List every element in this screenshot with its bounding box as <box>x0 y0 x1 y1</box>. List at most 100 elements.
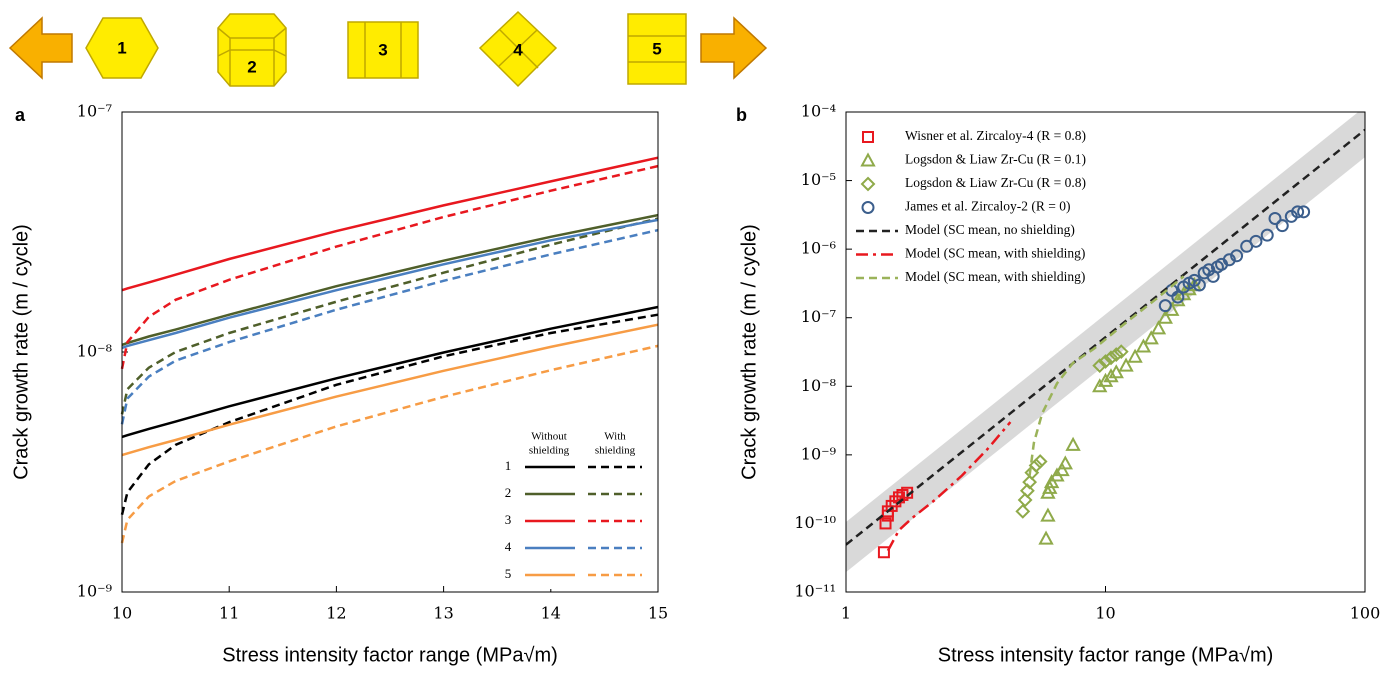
legend-label: Logsdon & Liaw Zr-Cu (R = 0.1) <box>905 152 1086 167</box>
marker-triangle <box>1135 338 1152 353</box>
series-line-shielded <box>120 217 659 415</box>
legend-label: Logsdon & Liaw Zr-Cu (R = 0.8) <box>905 175 1086 190</box>
x-tick-label: 10 <box>112 604 132 623</box>
marker-circle <box>1192 278 1206 292</box>
y-tick-label: 10⁻⁷ <box>801 307 836 326</box>
panel-label: a <box>15 105 26 125</box>
series-line <box>121 305 659 439</box>
legend-label: 4 <box>505 539 512 554</box>
marker-circle <box>1222 253 1236 267</box>
diamond-icon <box>478 10 558 88</box>
x-tick-label: 100 <box>1350 604 1381 623</box>
marker-circle <box>1297 205 1311 219</box>
legend-header: Without <box>531 431 567 443</box>
icon-number: 5 <box>652 39 661 58</box>
marker-diamond <box>1028 458 1044 473</box>
x-axis-label: Stress intensity factor range (MPa√m) <box>938 644 1274 666</box>
x-tick-label: 13 <box>433 604 453 623</box>
series-line-shielded <box>120 344 659 544</box>
x-tick-label: 15 <box>648 604 668 623</box>
icon-row: 1 2 3 4 5 <box>8 10 768 88</box>
series-line <box>121 213 659 347</box>
icon-number: 1 <box>117 38 126 57</box>
marker-square <box>879 517 892 530</box>
marker-circle <box>1158 299 1172 313</box>
marker-diamond <box>1017 492 1033 508</box>
marker-triangle <box>1057 455 1073 470</box>
legend-label: 2 <box>505 485 512 500</box>
marker-diamond <box>1098 354 1113 369</box>
marker-circle <box>1275 219 1289 233</box>
series-line <box>121 156 659 292</box>
legend: Without shielding With shielding 1 2 3 4 5 <box>470 423 654 589</box>
x-tick-label: 14 <box>541 604 561 623</box>
series-line-shielded <box>120 164 659 370</box>
marker-triangle <box>1054 461 1070 477</box>
y-tick-label: 10⁻¹⁰ <box>794 513 836 532</box>
y-tick-label: 10⁻⁵ <box>801 170 836 189</box>
marker-diamond <box>1019 483 1035 499</box>
marker-triangle <box>860 152 876 167</box>
marker-triangle <box>1157 309 1173 324</box>
marker-diamond <box>1015 503 1031 519</box>
marker-circle <box>1291 205 1305 219</box>
marker-square <box>877 546 890 559</box>
marker-circle <box>1260 228 1274 242</box>
shaded-band <box>846 112 1365 573</box>
marker-diamond <box>1108 347 1124 362</box>
x-tick-label: 1 <box>841 604 851 623</box>
legend-header: shielding <box>529 445 570 457</box>
marker-triangle <box>1103 368 1119 383</box>
series-line <box>121 218 659 350</box>
model-line <box>846 128 1365 546</box>
marker-triangle <box>1043 474 1060 489</box>
marker-triangle <box>1143 330 1159 345</box>
marker-triangle <box>1038 530 1054 545</box>
x-tick-label: 10 <box>1095 604 1115 623</box>
model-line <box>886 421 1012 552</box>
marker-triangle <box>1040 507 1056 522</box>
marker-triangle <box>1127 348 1143 363</box>
y-tick-label: 10⁻⁹ <box>77 582 113 601</box>
panel-label: b <box>736 105 747 125</box>
legend-header: With <box>604 431 626 443</box>
series-line-shielded <box>120 228 659 425</box>
y-tick-label: 10⁻¹¹ <box>794 582 836 601</box>
marker-diamond <box>860 176 876 192</box>
y-axis-label: Crack growth rate (m / cycle) <box>10 224 32 480</box>
marker-diamond <box>1022 474 1038 490</box>
y-tick-label: 10⁻⁷ <box>77 102 112 121</box>
marker-triangle <box>1150 320 1167 335</box>
icon-number: 2 <box>247 57 256 76</box>
x-axis-label: Stress intensity factor range (MPa√m) <box>222 644 558 666</box>
y-axis-label: Crack growth rate (m / cycle) <box>738 224 760 480</box>
icon-number: 4 <box>513 40 523 59</box>
marker-circle <box>861 201 875 214</box>
marker-diamond <box>1092 358 1108 374</box>
series-line-shielded <box>120 313 659 515</box>
left-arrow <box>8 16 73 80</box>
icon-number: 3 <box>378 40 387 59</box>
marker-diamond <box>1103 350 1119 366</box>
plot-frame <box>121 111 659 593</box>
x-tick-label: 11 <box>219 604 239 623</box>
prism-icon <box>217 13 287 87</box>
legend: Wisner et al. Zircaloy-4 (R = 0.8) Logsdo… <box>856 128 1086 284</box>
marker-triangle <box>1065 436 1081 451</box>
marker-circle <box>1249 234 1263 248</box>
y-tick-label: 10⁻⁸ <box>77 342 112 361</box>
marker-square <box>862 131 874 143</box>
y-tick-label: 10⁻⁸ <box>801 376 836 395</box>
legend-label: Model (SC mean, with shielding) <box>905 269 1085 284</box>
hexagon-icon <box>85 17 159 79</box>
marker-diamond <box>1113 344 1129 360</box>
x-tick-label: 12 <box>326 604 346 623</box>
marker-circle <box>1268 211 1282 225</box>
legend-label: Model (SC mean, no shielding) <box>905 222 1075 237</box>
legend-label: Wisner et al. Zircaloy-4 (R = 0.8) <box>905 128 1086 143</box>
rect-icon <box>347 21 419 79</box>
right-arrow <box>700 16 768 80</box>
legend-label: 1 <box>505 458 512 473</box>
square-icon <box>627 13 687 85</box>
